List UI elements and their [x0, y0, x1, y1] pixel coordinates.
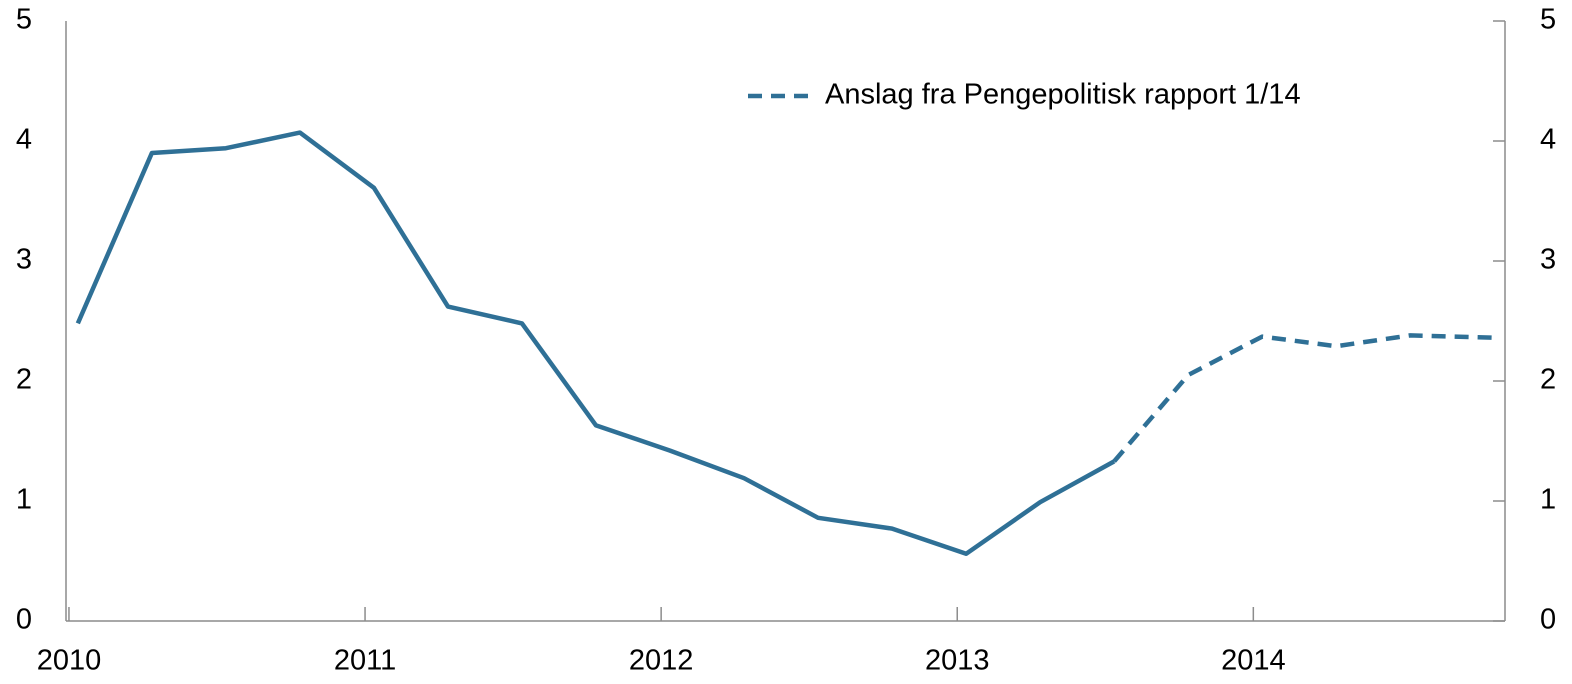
y-tick-label: 0 [16, 604, 32, 636]
y-tick-label: 4 [16, 124, 32, 156]
y2-tick-label: 1 [1540, 484, 1556, 516]
y2-tick-label: 2 [1540, 364, 1556, 396]
x-tick-label: 2014 [1221, 645, 1286, 677]
legend-label: Anslag fra Pengepolitisk rapport 1/14 [825, 79, 1301, 111]
series-line [1112, 333, 1497, 463]
y2-tick-label: 0 [1540, 604, 1556, 636]
y-tick-label: 2 [16, 364, 32, 396]
x-tick-label: 2010 [37, 645, 102, 677]
x-tick-label: 2011 [334, 645, 396, 677]
y2-tick-label: 4 [1540, 124, 1556, 156]
x-tick-label: 2013 [925, 645, 990, 677]
y2-tick-label: 5 [1540, 4, 1556, 36]
x-tick-label: 2012 [629, 645, 694, 677]
y-tick-label: 1 [16, 484, 32, 516]
y-tick-label: 5 [16, 4, 32, 36]
series-line [75, 130, 1116, 557]
y2-tick-label: 3 [1540, 244, 1556, 276]
y-tick-label: 3 [16, 244, 32, 276]
